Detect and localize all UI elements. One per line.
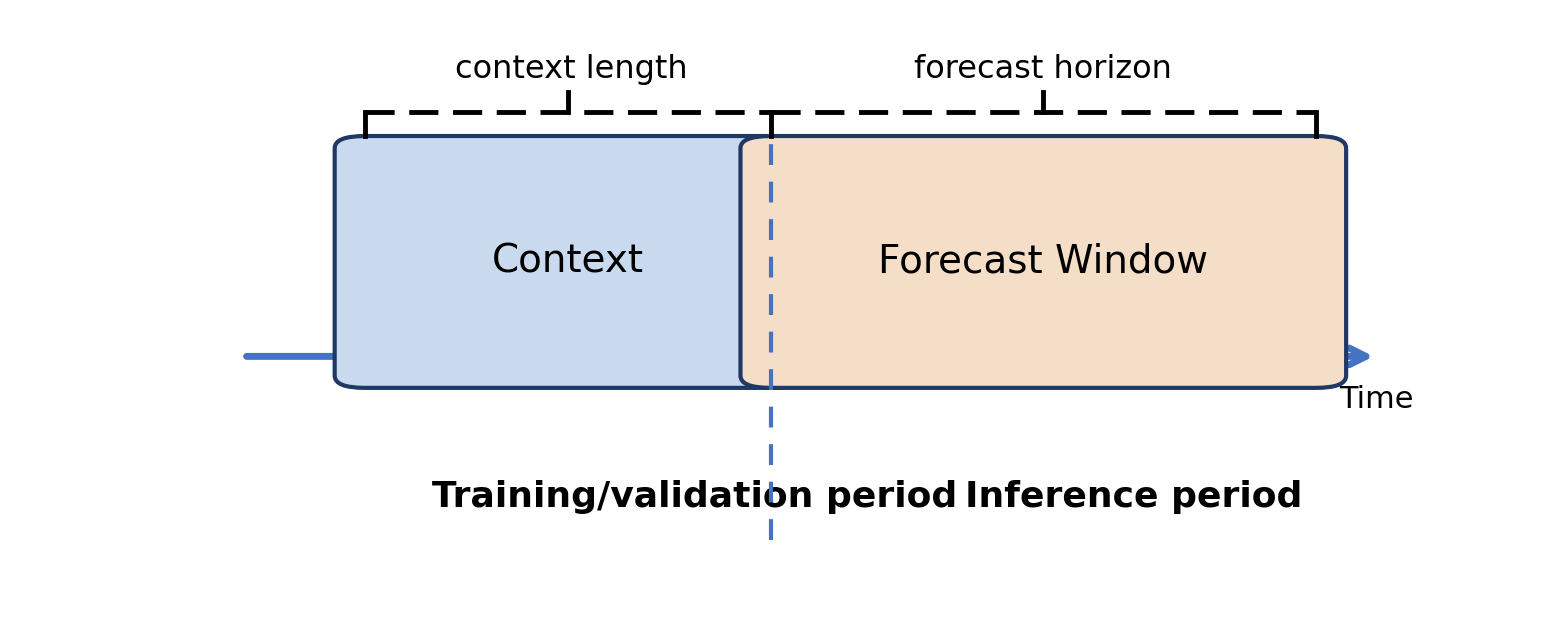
Text: context length: context length (455, 54, 688, 85)
Text: Context: Context (492, 243, 644, 281)
Text: Forecast Window: Forecast Window (878, 243, 1208, 281)
FancyBboxPatch shape (741, 136, 1346, 388)
FancyBboxPatch shape (334, 136, 800, 388)
Text: Inference period: Inference period (964, 480, 1302, 514)
Text: forecast horizon: forecast horizon (914, 54, 1172, 85)
Text: Training/validation period: Training/validation period (431, 480, 957, 514)
Text: Time: Time (1339, 386, 1413, 415)
